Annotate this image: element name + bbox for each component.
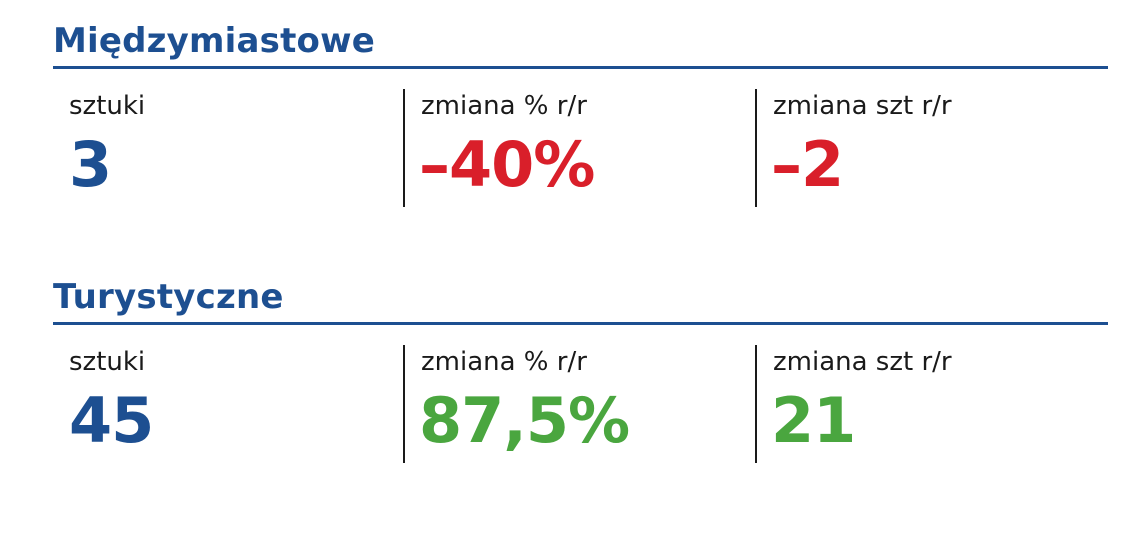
metric-value: –40% [419,128,595,201]
section-title: Międzymiastowe [53,21,375,61]
metrics-row: sztuki 3 zmiana % r/r –40% zmiana szt r/… [53,69,1108,209]
metric-unit-change: zmiana szt r/r 21 [755,325,1105,465]
metric-percent-change: zmiana % r/r –40% [403,69,753,209]
metric-value: 21 [771,384,856,457]
metric-count: sztuki 45 [69,325,399,465]
metric-percent-change: zmiana % r/r 87,5% [403,325,753,465]
metric-label: sztuki [69,91,146,121]
column-divider [755,345,757,463]
section-divider-line [53,66,1108,69]
column-divider [755,89,757,207]
metric-value: 87,5% [419,384,630,457]
metric-value: –2 [771,128,844,201]
metric-label: zmiana % r/r [421,347,587,377]
metric-count: sztuki 3 [69,69,399,209]
metric-unit-change: zmiana szt r/r –2 [755,69,1105,209]
section-title: Turystyczne [53,277,284,317]
metric-label: zmiana szt r/r [773,91,952,121]
metric-value: 3 [69,128,112,201]
section-miedzymiastowe: Międzymiastowe sztuki 3 zmiana % r/r –40… [53,18,1108,209]
metric-label: zmiana szt r/r [773,347,952,377]
metric-label: sztuki [69,347,146,377]
metric-value: 45 [69,384,154,457]
metrics-row: sztuki 45 zmiana % r/r 87,5% zmiana szt … [53,325,1108,465]
section-divider-line [53,322,1108,325]
column-divider [403,89,405,207]
metric-label: zmiana % r/r [421,91,587,121]
section-turystyczne: Turystyczne sztuki 45 zmiana % r/r 87,5%… [53,274,1108,465]
column-divider [403,345,405,463]
